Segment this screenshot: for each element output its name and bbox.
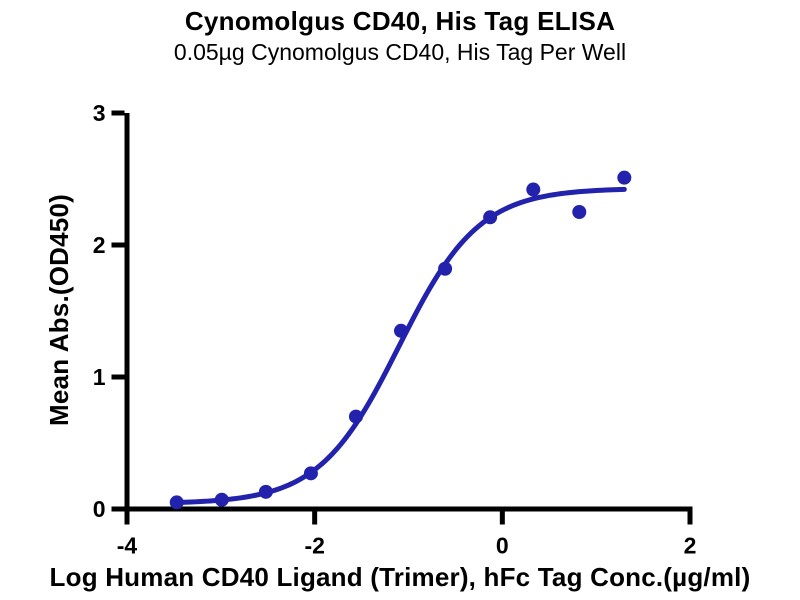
data-point [258,484,273,499]
data-points [169,170,632,510]
data-point [169,495,184,510]
y-axis-title: Mean Abs.(OD450) [44,194,74,426]
data-point [526,182,541,197]
data-point [348,409,363,424]
data-point [483,210,498,225]
data-point [214,492,229,507]
x-tick-label: -2 [304,533,324,559]
data-point [393,323,408,338]
data-point [617,170,632,185]
chart-subtitle: 0.05µg Cynomolgus CD40, His Tag Per Well [174,39,626,65]
fit-curve [174,186,627,506]
y-tick-label: 3 [93,100,106,126]
y-tick-label: 0 [93,496,106,522]
axes [124,113,693,512]
data-point [572,205,587,219]
data-point [438,261,453,276]
data-point [303,466,318,481]
x-tick-label: 0 [496,533,509,559]
y-tick-label: 1 [93,364,106,390]
chart-title: Cynomolgus CD40, His Tag ELISA [185,6,615,36]
x-axis-title: Log Human CD40 Ligand (Trimer), hFc Tag … [50,562,751,592]
x-tick-label: -4 [117,533,138,559]
y-tick-label: 2 [93,232,106,258]
plot-area: 0 1 2 3 -4 -2 0 2 [93,100,697,559]
x-tick-label: 2 [684,533,697,559]
